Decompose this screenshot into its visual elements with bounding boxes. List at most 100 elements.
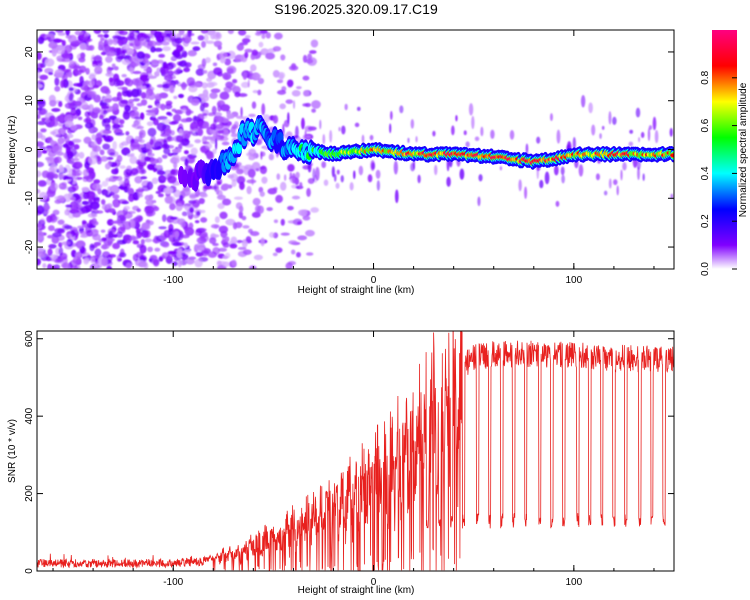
noise-blob <box>71 168 81 173</box>
noise-blob <box>180 83 188 88</box>
noise-blob <box>287 220 298 224</box>
noise-blob <box>302 75 310 81</box>
noise-blob <box>178 93 184 99</box>
leakage-streak <box>283 174 287 181</box>
colorbar-tick-label: 0.0 <box>700 262 711 276</box>
noise-blob <box>71 184 79 191</box>
noise-blob <box>222 242 230 248</box>
snr-panel: -100 0 100 0 200 400 600 Height of straight li… <box>7 330 675 596</box>
noise-blob <box>131 124 137 128</box>
noise-blob <box>215 32 221 39</box>
noise-blob <box>248 228 253 234</box>
noise-blob <box>214 115 225 123</box>
leakage-streak <box>591 124 596 136</box>
noise-blob <box>52 232 62 238</box>
snr-y-tick-label: 600 <box>24 330 35 347</box>
leakage-streak <box>638 137 641 143</box>
noise-blob <box>154 247 161 252</box>
leakage-streak <box>613 179 618 186</box>
noise-blob <box>57 137 65 145</box>
noise-blob <box>279 103 286 110</box>
noise-blob <box>91 145 101 153</box>
noise-blob <box>251 161 261 171</box>
noise-blob <box>64 225 73 230</box>
noise-blob <box>37 222 43 228</box>
noise-blob <box>112 175 119 179</box>
noise-blob <box>209 237 217 244</box>
snr-y-label: SNR (10 * v/v) <box>7 419 18 483</box>
noise-blob <box>101 134 107 139</box>
leakage-streak <box>572 137 576 151</box>
noise-blob <box>140 91 147 99</box>
leakage-streak <box>670 193 674 200</box>
noise-blob <box>151 59 160 64</box>
noise-blob <box>65 30 70 36</box>
leakage-streak <box>338 126 341 132</box>
leakage-streak <box>549 113 553 122</box>
noise-blob <box>68 87 74 92</box>
leakage-streak <box>432 130 436 137</box>
noise-blob <box>241 38 251 44</box>
noise-blob <box>252 197 261 206</box>
noise-blob <box>273 219 279 224</box>
noise-blob <box>83 169 89 177</box>
noise-blob <box>112 103 119 111</box>
snr-x-tick-label: -100 <box>163 577 183 588</box>
noise-blob <box>231 259 237 267</box>
noise-blob <box>58 127 66 135</box>
noise-blob <box>78 65 87 74</box>
noise-blob <box>105 55 113 63</box>
noise-blob <box>92 107 101 114</box>
noise-blob <box>37 52 42 61</box>
noise-blob <box>272 187 278 191</box>
noise-blob <box>168 251 178 255</box>
noise-blob <box>118 186 128 190</box>
noise-blob <box>101 189 109 196</box>
noise-blob <box>280 232 290 236</box>
noise-blob <box>37 62 44 69</box>
noise-blob <box>161 41 170 46</box>
leakage-streak <box>599 133 602 139</box>
noise-blob <box>275 247 283 253</box>
noise-blob <box>54 85 61 92</box>
colorbar-gradient <box>712 30 737 269</box>
noise-blob <box>141 169 147 175</box>
leakage-streak <box>257 89 262 96</box>
leakage-streak <box>635 107 641 118</box>
spectrogram-y-tick-label: -10 <box>24 191 35 206</box>
noise-blob <box>58 164 64 173</box>
spectrogram-y-tick-label: 10 <box>24 95 35 107</box>
noise-blob <box>68 71 73 78</box>
noise-blob <box>96 137 102 145</box>
leakage-streak <box>608 178 612 189</box>
noise-blob <box>175 202 183 212</box>
leakage-streak <box>394 189 399 204</box>
leakage-streak <box>340 175 344 183</box>
noise-blob <box>176 249 183 259</box>
leakage-streak <box>291 172 296 184</box>
noise-blob <box>248 70 253 78</box>
noise-blob <box>195 229 203 236</box>
leakage-streak <box>334 173 337 182</box>
leakage-streak <box>648 125 653 130</box>
noise-blob <box>58 101 63 108</box>
noise-blob <box>116 240 127 245</box>
noise-blob <box>290 249 296 255</box>
noise-blob <box>216 100 226 108</box>
leakage-streak <box>276 173 281 180</box>
noise-blob <box>151 177 159 185</box>
noise-blob <box>45 156 52 161</box>
noise-blob <box>165 30 170 34</box>
noise-blob <box>121 141 129 146</box>
leakage-streak <box>474 136 480 142</box>
noise-blob <box>226 67 234 74</box>
noise-blob <box>166 111 172 116</box>
noise-blob <box>123 168 132 178</box>
noise-blob <box>184 62 192 68</box>
noise-blob <box>146 121 154 127</box>
ridge-cell <box>670 153 674 157</box>
noise-blob <box>143 68 153 72</box>
snr-axes: -100 0 100 0 200 400 600 <box>24 330 674 588</box>
noise-blob <box>174 230 180 238</box>
noise-blob <box>105 138 111 142</box>
